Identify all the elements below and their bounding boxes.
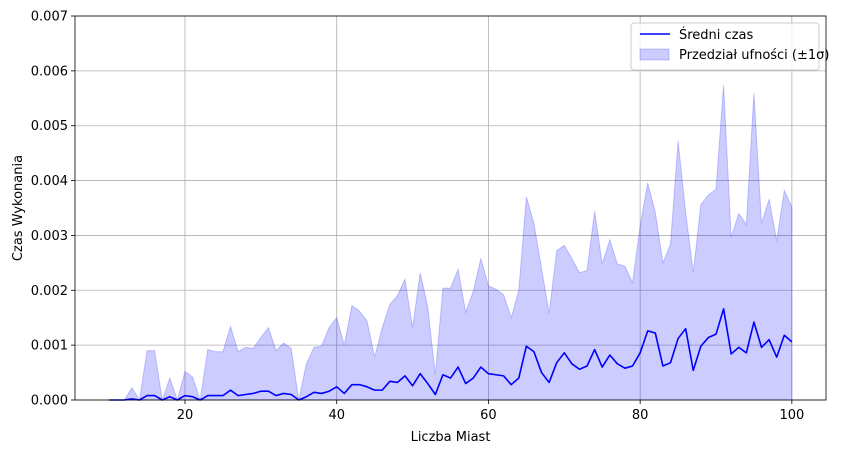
- x-tick-label: 100: [779, 408, 804, 423]
- x-tick-label: 60: [480, 408, 497, 423]
- y-axis-label: Czas Wykonania: [11, 155, 26, 261]
- y-tick-label: 0.004: [31, 174, 68, 189]
- legend-band-swatch: [639, 48, 670, 61]
- y-tick-label: 0.000: [31, 394, 68, 409]
- plot-frame: [74, 15, 827, 401]
- legend: Średni czas Przedział ufności (±1σ): [630, 22, 829, 71]
- y-tick-label: 0.003: [31, 229, 68, 244]
- x-tick-label: 20: [177, 408, 194, 423]
- y-tick-label: 0.005: [31, 119, 68, 134]
- mean-time-line: [109, 308, 793, 401]
- mean-line-layer: [109, 308, 793, 401]
- x-tick-label: 80: [632, 408, 649, 423]
- y-tick-label: 0.007: [31, 10, 68, 25]
- ticks: 20 40 60 80 100 0.000 0.001 0.002 0.003 0.004 0.00…: [31, 10, 804, 424]
- y-tick-label: 0.001: [31, 339, 68, 354]
- y-tick-label: 0.006: [31, 64, 68, 79]
- x-tick-label: 40: [328, 408, 345, 423]
- y-tick-label: 0.002: [31, 284, 68, 299]
- legend-box: [630, 22, 820, 71]
- legend-label-confidence: Przedział ufności (±1σ): [679, 48, 829, 63]
- legend-label-mean: Średni czas: [679, 27, 753, 43]
- x-axis-label: Liczba Miast: [411, 430, 491, 445]
